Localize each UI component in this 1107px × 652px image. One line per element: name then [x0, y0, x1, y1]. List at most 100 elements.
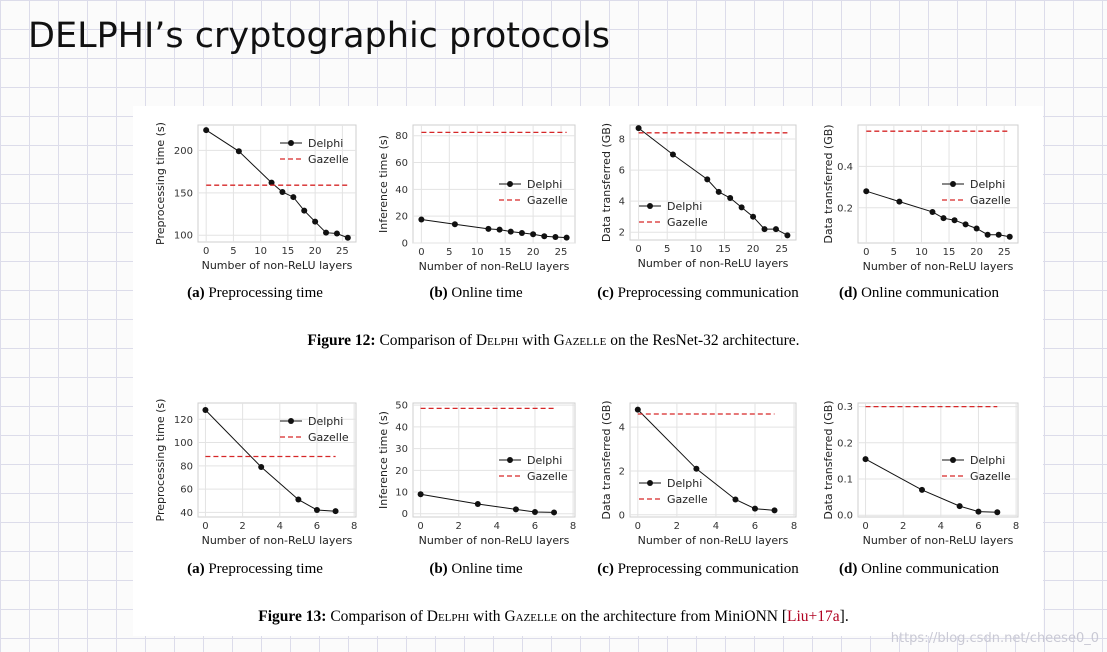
delphi-point — [531, 509, 538, 516]
legend-delphi-marker — [950, 457, 956, 463]
legend-delphi-label: Delphi — [970, 178, 1005, 191]
delphi-point — [451, 221, 458, 228]
y-tick-label: 0.2 — [837, 203, 853, 214]
x-tick-label: 15 — [718, 244, 731, 255]
x-tick-label: 0 — [202, 521, 208, 532]
delphi-point — [896, 198, 903, 205]
figure-12-caption: Figure 12: Comparison of Delphi with Gaz… — [307, 332, 800, 349]
delphi-line — [205, 129, 348, 239]
y-tick-label: 2 — [619, 228, 625, 239]
delphi-point — [973, 225, 980, 232]
y-tick-label: 100 — [174, 231, 193, 242]
x-tick-label: 5 — [446, 247, 452, 258]
delphi-point — [750, 213, 757, 220]
x-tick-label: 0 — [635, 244, 641, 255]
x-tick-label: 20 — [527, 247, 540, 258]
legend-gazelle-label: Gazelle — [970, 194, 1011, 207]
x-tick-label: 6 — [532, 521, 538, 532]
y-tick-label: 4 — [619, 197, 625, 208]
delphi-point — [313, 507, 320, 514]
legend: Delphi Gazelle — [280, 137, 349, 166]
x-tick-label: 15 — [499, 247, 512, 258]
plot-area — [629, 402, 797, 518]
y-tick-label: 80 — [395, 131, 408, 142]
x-tick-label: 10 — [915, 247, 928, 258]
x-tick-label: 2 — [239, 521, 245, 532]
x-tick-label: 6 — [314, 521, 320, 532]
citation-link[interactable]: Liu+17a — [787, 608, 840, 625]
delphi-point — [518, 229, 525, 236]
x-tick-label: 0 — [203, 246, 209, 257]
y-tick-label: 40 — [180, 508, 193, 519]
subcaption-12b: (b) Online time — [429, 285, 523, 301]
x-tick-label: 0 — [863, 247, 869, 258]
delphi-line — [421, 219, 567, 239]
x-tick-label: 25 — [336, 246, 349, 257]
x-tick-label: 25 — [555, 247, 568, 258]
x-tick-label: 8 — [351, 521, 357, 532]
legend: Delphi Gazelle — [499, 454, 568, 483]
y-tick-label: 80 — [180, 461, 193, 472]
delphi-point — [512, 506, 519, 513]
subcaption-13b: (b) Online time — [429, 561, 523, 577]
delphi-point — [693, 465, 700, 472]
y-tick-label: 60 — [395, 158, 408, 169]
legend-delphi-label: Delphi — [527, 454, 562, 467]
y-tick-label: 20 — [395, 212, 408, 223]
delphi-point — [541, 233, 548, 240]
y-axis-label: Data transferred (GB) — [600, 400, 613, 519]
x-tick-label: 5 — [664, 244, 670, 255]
delphi-point — [862, 456, 869, 463]
delphi-point — [994, 509, 1001, 516]
delphi-point — [552, 233, 559, 240]
delphi-point — [333, 230, 340, 237]
delphi-point — [507, 228, 514, 235]
delphi-point — [738, 204, 745, 211]
delphi-point — [634, 406, 641, 413]
delphi-point — [551, 509, 558, 516]
y-axis-label: Inference time (s) — [377, 411, 390, 509]
delphi-point — [975, 508, 982, 515]
plot-area — [857, 402, 1019, 518]
subcaption-13d: (d) Online communication — [839, 561, 999, 577]
x-tick-label: 25 — [998, 247, 1011, 258]
y-tick-label: 6 — [619, 166, 625, 177]
delphi-point — [279, 188, 286, 195]
legend-delphi-marker — [950, 181, 956, 187]
y-tick-label: 0.1 — [837, 475, 853, 486]
x-tick-label: 25 — [775, 244, 788, 255]
delphi-point — [496, 226, 503, 233]
legend: Delphi Gazelle — [942, 454, 1011, 483]
y-tick-label: 40 — [395, 185, 408, 196]
legend-gazelle-label: Gazelle — [667, 216, 708, 229]
subcaption-12d: (d) Online communication — [839, 285, 999, 301]
delphi-point — [772, 226, 779, 233]
delphi-point — [344, 234, 351, 241]
delphi-point — [951, 217, 958, 224]
subcaption-12c: (c) Preprocessing communication — [597, 285, 799, 301]
y-tick-label: 2 — [619, 466, 625, 477]
figure-13-caption: Figure 13: Comparison of Delphi with Gaz… — [258, 608, 849, 625]
x-tick-label: 15 — [282, 246, 295, 257]
legend-delphi-label: Delphi — [308, 137, 343, 150]
x-tick-label: 8 — [570, 521, 576, 532]
delphi-point — [732, 496, 739, 503]
y-tick-label: 30 — [395, 444, 408, 455]
y-tick-label: 0 — [619, 510, 625, 521]
delphi-point — [323, 229, 330, 236]
x-tick-label: 5 — [891, 247, 897, 258]
chart-5: 0 2 4 6 8 40 60 80 100 120 Number of non-ReLU laye… — [154, 399, 357, 547]
plot-area — [197, 124, 357, 243]
legend-gazelle-label: Gazelle — [308, 153, 349, 166]
delphi-point — [332, 508, 339, 515]
delphi-point — [235, 148, 242, 155]
y-tick-label: 60 — [180, 485, 193, 496]
legend: Delphi Gazelle — [280, 415, 349, 444]
delphi-point — [919, 486, 925, 493]
legend-gazelle-label: Gazelle — [308, 431, 349, 444]
delphi-point — [202, 406, 209, 413]
plot-area — [197, 402, 357, 518]
legend-delphi-label: Delphi — [970, 454, 1005, 467]
delphi-point — [301, 207, 308, 214]
plot-area — [412, 124, 576, 244]
